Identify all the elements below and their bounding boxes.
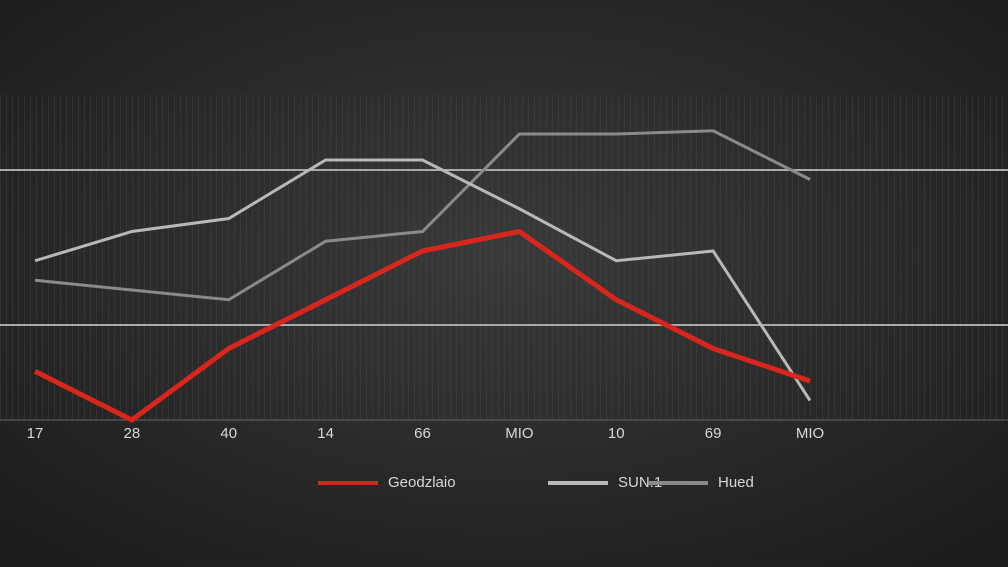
x-tick-label: 17 (27, 425, 44, 442)
legend-label: SUN.1 (618, 474, 662, 491)
x-tick-label: MIO (505, 425, 533, 442)
x-tick-label: MIO (796, 425, 824, 442)
plot-area (0, 95, 1008, 420)
x-tick-label: 69 (705, 425, 722, 442)
x-tick-label: 40 (220, 425, 237, 442)
series-line (34, 158, 812, 402)
x-tick-label: 10 (608, 425, 625, 442)
legend-label: Geodzlaio (388, 474, 456, 491)
x-tick-label: 28 (124, 425, 141, 442)
series-line (34, 129, 811, 302)
legend-label: Hued (718, 474, 754, 491)
x-tick-label: 66 (414, 425, 431, 442)
series-line (33, 228, 811, 423)
x-tick-label: 14 (317, 425, 334, 442)
